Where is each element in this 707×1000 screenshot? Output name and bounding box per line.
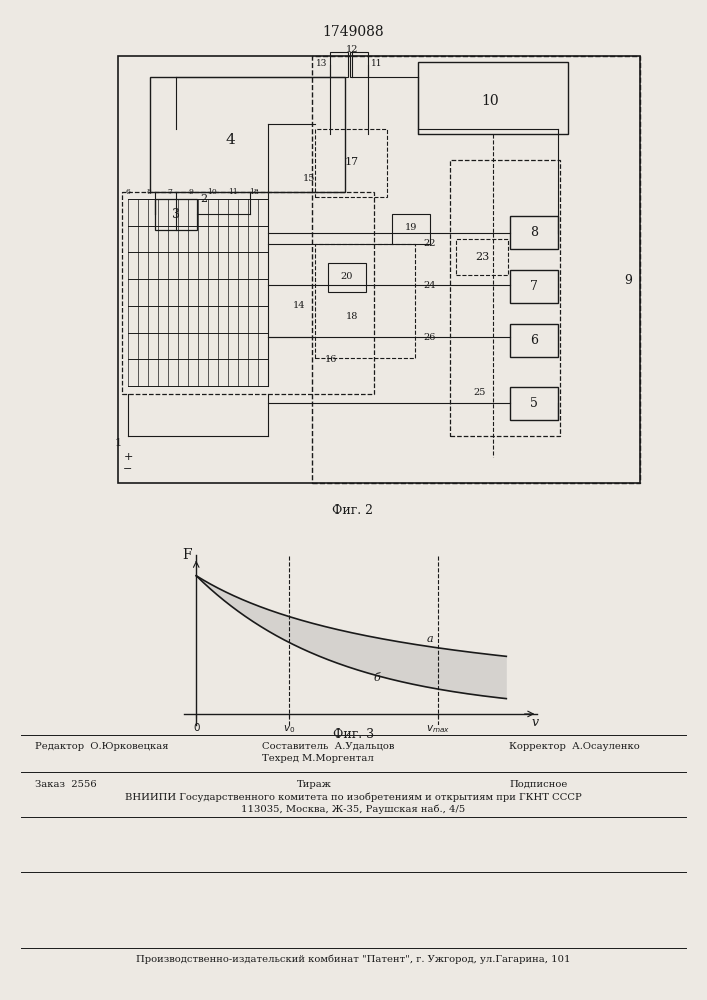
Text: Техред М.Моргентал: Техред М.Моргентал <box>262 754 373 763</box>
Text: 14: 14 <box>293 302 305 310</box>
Text: 11: 11 <box>228 188 238 196</box>
Text: 9: 9 <box>189 188 194 196</box>
Text: 5: 5 <box>530 397 538 410</box>
Text: 7: 7 <box>168 188 173 196</box>
Bar <box>350 52 368 77</box>
Bar <box>155 199 197 230</box>
Text: 1: 1 <box>115 438 122 448</box>
Bar <box>312 56 640 483</box>
Text: 20: 20 <box>341 272 354 281</box>
Text: 22: 22 <box>423 239 436 248</box>
Text: Редактор  О.Юрковецкая: Редактор О.Юрковецкая <box>35 742 169 751</box>
Bar <box>510 324 558 357</box>
Text: −: − <box>123 464 133 474</box>
Text: 15: 15 <box>303 174 315 183</box>
Text: 26: 26 <box>423 333 436 342</box>
Bar <box>122 192 374 394</box>
Bar <box>392 214 430 244</box>
Text: 23: 23 <box>475 252 489 262</box>
Bar <box>328 263 366 292</box>
Text: 8: 8 <box>146 188 151 196</box>
Bar <box>510 270 558 303</box>
Bar <box>315 244 415 358</box>
Text: F: F <box>182 548 192 562</box>
Text: 10: 10 <box>481 94 499 108</box>
Bar <box>510 387 558 420</box>
Text: 25: 25 <box>474 388 486 397</box>
Text: 8: 8 <box>530 226 538 239</box>
Text: 4: 4 <box>225 133 235 147</box>
Text: ВНИИПИ Государственного комитета по изобретениям и открытиям при ГКНТ СССР: ВНИИПИ Государственного комитета по изоб… <box>125 793 582 802</box>
Text: 7: 7 <box>530 280 538 293</box>
Text: 3: 3 <box>172 208 180 221</box>
Bar <box>418 62 568 134</box>
Text: 18: 18 <box>249 188 259 196</box>
Text: 11: 11 <box>371 59 382 68</box>
Text: v: v <box>531 716 538 729</box>
Bar <box>118 56 640 483</box>
Text: Фиг. 2: Фиг. 2 <box>332 504 373 517</box>
Bar <box>330 52 348 77</box>
Text: Корректор  А.Осауленко: Корректор А.Осауленко <box>509 742 640 751</box>
Text: 17: 17 <box>345 157 359 167</box>
Text: 6: 6 <box>530 334 538 347</box>
Text: 19: 19 <box>405 224 417 232</box>
Text: Составитель  А.Удальцов: Составитель А.Удальцов <box>262 742 394 751</box>
Text: Тираж: Тираж <box>297 780 332 789</box>
Bar <box>150 77 345 192</box>
Text: 10: 10 <box>207 188 217 196</box>
Text: а: а <box>426 634 433 644</box>
Text: 2: 2 <box>200 194 207 204</box>
Bar <box>510 216 558 249</box>
Text: б: б <box>373 673 380 683</box>
Text: 16: 16 <box>325 355 337 364</box>
Text: 13: 13 <box>315 59 327 68</box>
Text: Фиг. 3: Фиг. 3 <box>333 728 374 741</box>
Text: 6: 6 <box>126 188 130 196</box>
Text: 18: 18 <box>346 312 358 321</box>
Text: Производственно-издательский комбинат "Патент", г. Ужгород, ул.Гагарина, 101: Производственно-издательский комбинат "П… <box>136 954 571 964</box>
Text: 9: 9 <box>624 273 632 286</box>
Text: 24: 24 <box>423 281 436 290</box>
Text: Подписное: Подписное <box>509 780 568 789</box>
Text: 1749088: 1749088 <box>322 25 384 39</box>
Text: 113035, Москва, Ж-35, Раушская наб., 4/5: 113035, Москва, Ж-35, Раушская наб., 4/5 <box>241 805 466 814</box>
Text: Заказ  2556: Заказ 2556 <box>35 780 97 789</box>
Bar <box>456 239 508 275</box>
Bar <box>450 160 560 436</box>
Text: 12: 12 <box>346 45 358 54</box>
Text: +: + <box>123 452 133 462</box>
Bar <box>315 129 387 197</box>
